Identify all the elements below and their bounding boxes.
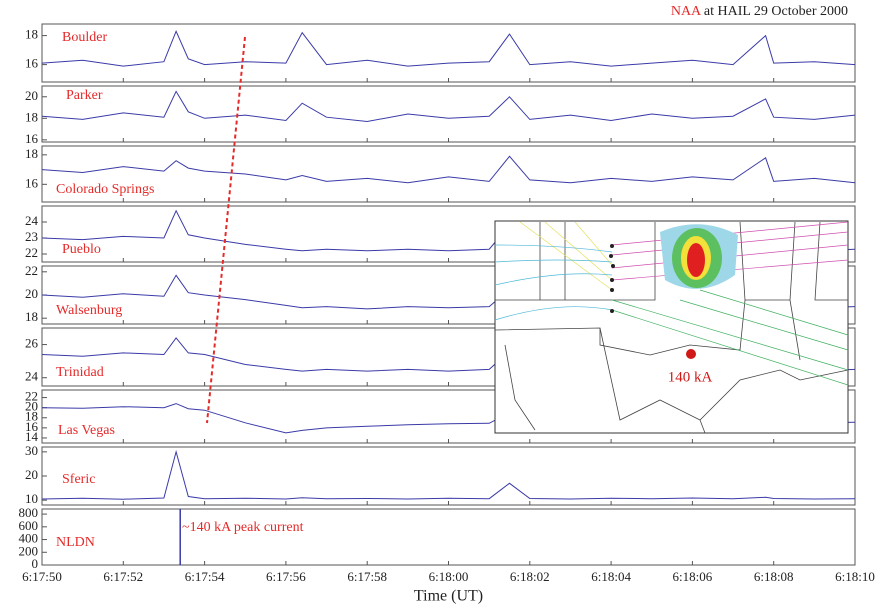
trace bbox=[42, 452, 855, 499]
y-tick-label: 18 bbox=[25, 309, 38, 324]
y-tick-label: 20 bbox=[25, 286, 38, 301]
chart-title: NAA at HAIL 29 October 2000 bbox=[671, 4, 848, 19]
x-tick-label: 6:18:00 bbox=[429, 569, 469, 584]
map-label: 140 kA bbox=[668, 369, 713, 385]
inset-map: 140 kA bbox=[495, 221, 848, 433]
x-tick-label: 6:18:06 bbox=[673, 569, 713, 584]
panel-label: Boulder bbox=[62, 30, 107, 45]
y-tick-label: 24 bbox=[25, 369, 39, 384]
x-tick-label: 6:18:10 bbox=[835, 569, 875, 584]
y-tick-label: 20 bbox=[25, 467, 38, 482]
heat-blob bbox=[660, 224, 738, 289]
panel-label: Sferic bbox=[62, 472, 95, 487]
y-tick-label: 16 bbox=[25, 131, 39, 146]
y-tick-label: 26 bbox=[25, 336, 39, 351]
panel-label: NLDN bbox=[56, 535, 95, 550]
y-tick-label: 18 bbox=[25, 27, 38, 42]
y-tick-label: 10 bbox=[25, 491, 38, 506]
annotation: ~140 kA peak current bbox=[182, 520, 304, 535]
x-tick-label: 6:17:52 bbox=[103, 569, 143, 584]
panel-label: Parker bbox=[66, 88, 103, 103]
y-tick-label: 22 bbox=[25, 263, 38, 278]
y-tick-label: 22 bbox=[25, 389, 38, 404]
panel-frame bbox=[42, 86, 855, 142]
lightning-location bbox=[686, 349, 696, 359]
x-tick-label: 6:17:54 bbox=[185, 569, 225, 584]
y-tick-label: 16 bbox=[25, 56, 39, 71]
x-tick-label: 6:17:58 bbox=[347, 569, 387, 584]
panel-label: Walsenburg bbox=[56, 303, 122, 318]
title-highlight: NAA bbox=[671, 4, 702, 19]
x-tick-label: 6:17:50 bbox=[22, 569, 62, 584]
figure: NAA at HAIL 29 October 2000 1618Boulder1… bbox=[0, 0, 884, 608]
y-tick-label: 24 bbox=[25, 213, 39, 228]
x-tick-label: 6:18:08 bbox=[754, 569, 794, 584]
y-tick-label: 30 bbox=[25, 443, 38, 458]
y-tick-label: 22 bbox=[25, 245, 38, 260]
y-tick-label: 18 bbox=[25, 146, 38, 161]
trace bbox=[42, 91, 855, 121]
y-tick-label: 20 bbox=[25, 88, 38, 103]
panel-frame bbox=[42, 146, 855, 202]
title-text: at HAIL 29 October 2000 bbox=[704, 4, 848, 19]
trace bbox=[42, 156, 855, 183]
y-tick-label: 18 bbox=[25, 109, 38, 124]
panel-label: Trinidad bbox=[56, 365, 104, 380]
x-axis-label: Time (UT) bbox=[414, 588, 483, 605]
panel-label: Las Vegas bbox=[58, 423, 115, 438]
x-tick-label: 6:18:04 bbox=[591, 569, 631, 584]
propagation-line bbox=[207, 37, 245, 423]
x-tick-label: 6:18:02 bbox=[510, 569, 550, 584]
y-tick-label: 16 bbox=[25, 175, 39, 190]
panel-label: Pueblo bbox=[62, 242, 101, 257]
y-tick-label: 23 bbox=[25, 229, 38, 244]
panel-frame bbox=[42, 24, 855, 82]
y-tick-label: 800 bbox=[19, 505, 39, 520]
trace bbox=[42, 31, 855, 66]
panel-label: Colorado Springs bbox=[56, 182, 154, 197]
panel-frame bbox=[42, 509, 855, 565]
x-tick-label: 6:17:56 bbox=[266, 569, 306, 584]
